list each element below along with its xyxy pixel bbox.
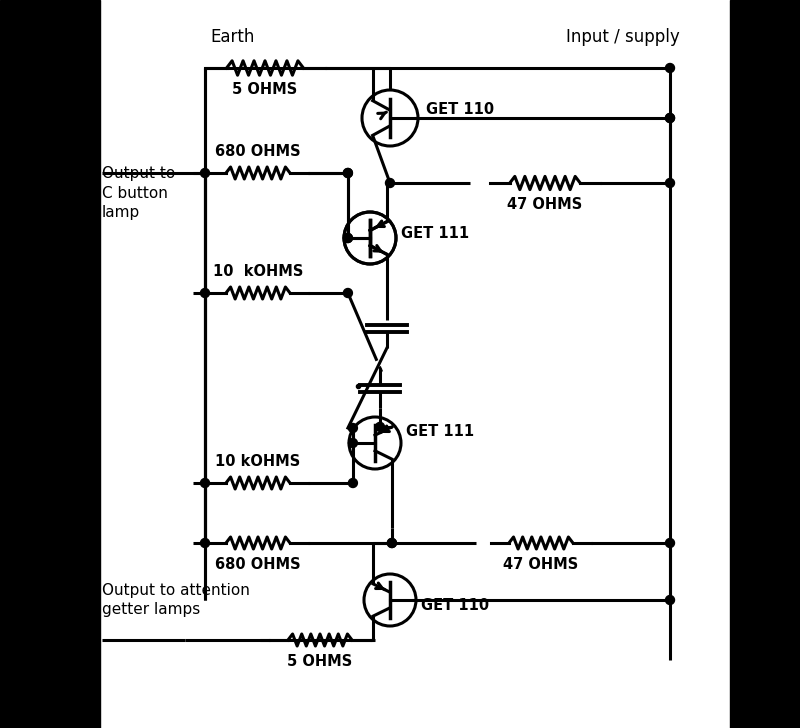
Circle shape bbox=[343, 234, 352, 242]
Circle shape bbox=[343, 288, 352, 298]
Bar bbox=[0, 0, 100, 728]
Text: GET 111: GET 111 bbox=[406, 424, 474, 438]
Circle shape bbox=[343, 234, 352, 242]
Text: 10 kOHMS: 10 kOHMS bbox=[215, 454, 301, 469]
Circle shape bbox=[666, 596, 674, 604]
Circle shape bbox=[349, 478, 358, 488]
Text: Output to
C button
lamp: Output to C button lamp bbox=[102, 166, 175, 221]
Circle shape bbox=[387, 539, 397, 547]
Bar bbox=[730, 0, 800, 728]
Circle shape bbox=[201, 478, 210, 488]
Text: 10  kOHMS: 10 kOHMS bbox=[213, 264, 303, 279]
Circle shape bbox=[666, 114, 674, 122]
Text: GET 110: GET 110 bbox=[426, 103, 494, 117]
Circle shape bbox=[201, 288, 210, 298]
Text: 47 OHMS: 47 OHMS bbox=[507, 197, 582, 212]
Text: 5 OHMS: 5 OHMS bbox=[232, 82, 298, 97]
Circle shape bbox=[349, 424, 358, 432]
Text: 680 OHMS: 680 OHMS bbox=[215, 557, 301, 572]
Circle shape bbox=[666, 114, 674, 122]
Circle shape bbox=[666, 178, 674, 188]
Text: Output to attention
getter lamps: Output to attention getter lamps bbox=[102, 582, 250, 617]
Circle shape bbox=[201, 168, 210, 178]
Text: GET 110: GET 110 bbox=[421, 598, 489, 612]
Circle shape bbox=[343, 168, 352, 178]
Circle shape bbox=[349, 438, 358, 448]
Circle shape bbox=[666, 539, 674, 547]
Text: 5 OHMS: 5 OHMS bbox=[287, 654, 353, 669]
Text: 680 OHMS: 680 OHMS bbox=[215, 144, 301, 159]
Text: Input / supply: Input / supply bbox=[566, 28, 680, 46]
Circle shape bbox=[375, 422, 385, 432]
Circle shape bbox=[387, 539, 397, 547]
Text: Earth: Earth bbox=[210, 28, 254, 46]
Text: GET 111: GET 111 bbox=[401, 226, 469, 240]
Circle shape bbox=[386, 178, 394, 188]
Circle shape bbox=[201, 539, 210, 547]
Circle shape bbox=[343, 168, 352, 178]
Circle shape bbox=[666, 63, 674, 73]
Text: 47 OHMS: 47 OHMS bbox=[503, 557, 578, 572]
